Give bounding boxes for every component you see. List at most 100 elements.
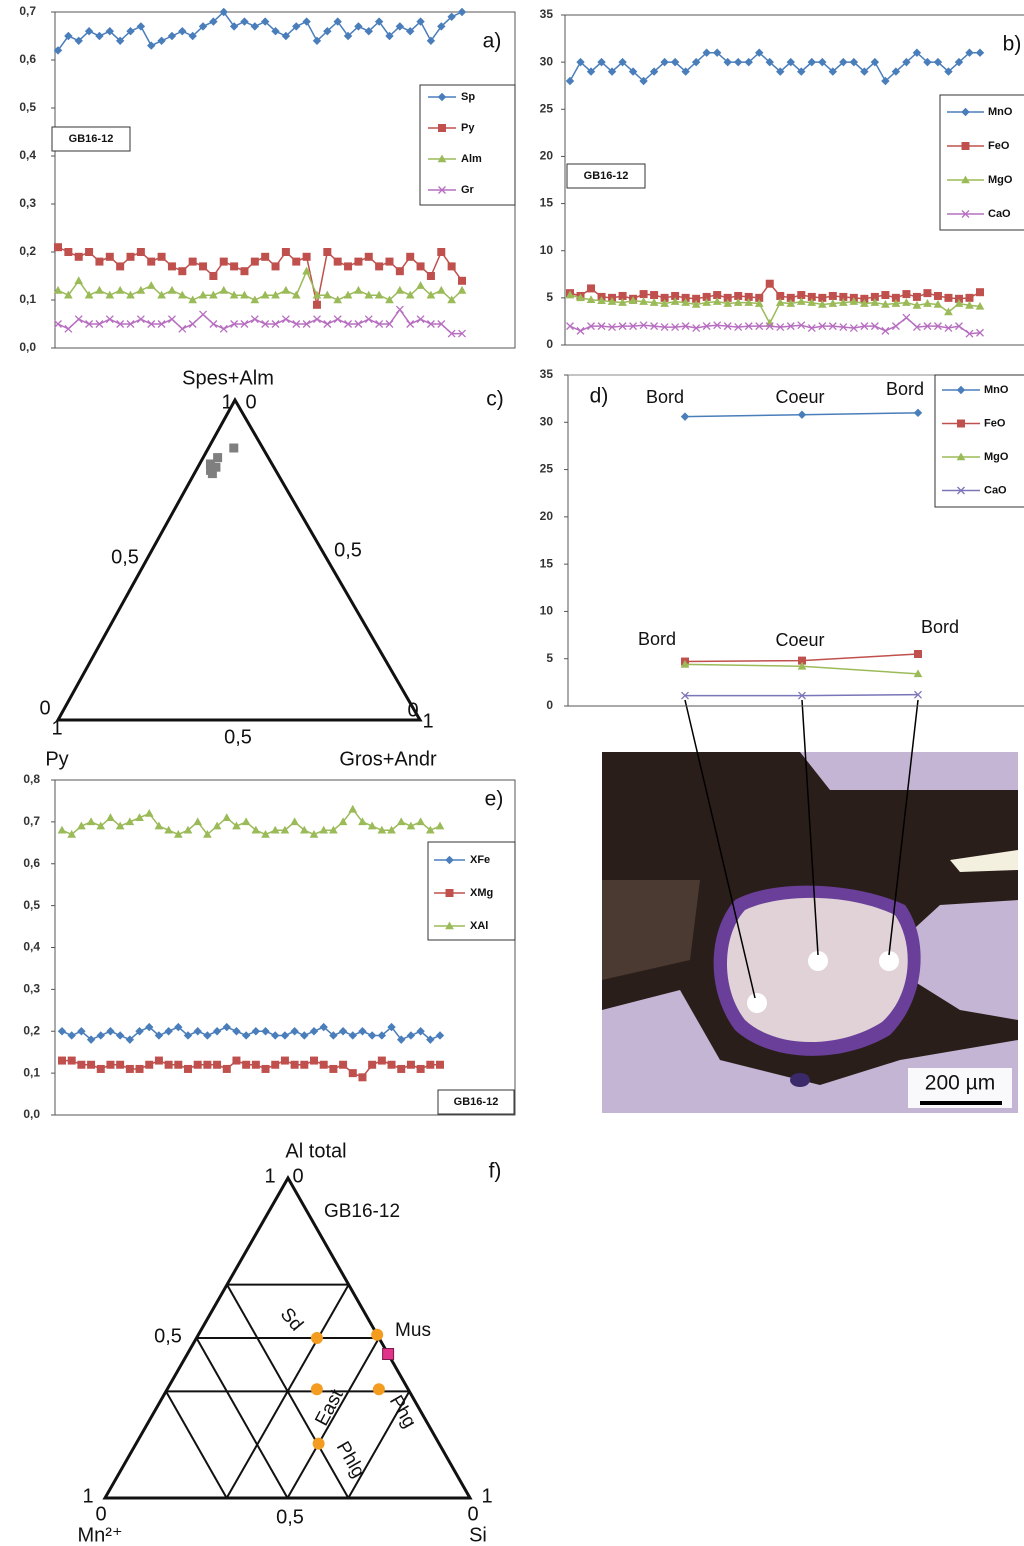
marker: [173, 829, 183, 838]
marker: [395, 22, 405, 31]
marker: [385, 295, 394, 304]
marker: [712, 48, 722, 57]
ternary-grid-line: [347, 1390, 411, 1499]
marker: [961, 107, 970, 117]
marker: [385, 31, 394, 41]
marker: [126, 320, 135, 328]
marker: [290, 1027, 299, 1036]
legend-label: MnO: [984, 384, 1009, 396]
marker: [828, 67, 838, 76]
marker: [755, 322, 764, 331]
marker: [222, 1022, 231, 1032]
marker: [219, 285, 229, 294]
y-tick-label: 5: [546, 290, 553, 304]
marker: [849, 324, 858, 332]
marker: [222, 813, 232, 821]
marker: [902, 57, 911, 67]
marker: [933, 299, 943, 308]
marker: [670, 297, 680, 305]
marker: [323, 320, 332, 328]
marker: [95, 285, 104, 294]
marker: [203, 1031, 212, 1040]
marker: [164, 825, 173, 834]
marker: [271, 1060, 280, 1069]
marker: [437, 320, 446, 328]
marker: [639, 290, 648, 299]
marker: [944, 307, 953, 316]
marker: [670, 57, 680, 67]
marker: [437, 248, 446, 256]
sample-label: GB16-12: [454, 1096, 499, 1108]
marker: [576, 57, 585, 67]
series-line: [61, 1025, 441, 1041]
point-label: Bord: [886, 379, 924, 399]
marker: [691, 57, 701, 67]
marker: [344, 262, 353, 271]
marker: [395, 285, 405, 294]
marker: [954, 298, 964, 307]
sample-label: GB16-12: [69, 133, 114, 145]
marker: [374, 17, 384, 26]
marker: [860, 67, 869, 76]
ternary-tick-label: 1: [422, 710, 433, 732]
sample-box: [437, 1089, 515, 1115]
marker: [157, 290, 166, 299]
marker: [115, 36, 125, 46]
marker: [95, 257, 104, 266]
ternary-grid-line: [225, 1284, 350, 1499]
marker: [105, 26, 115, 36]
marker: [270, 825, 280, 834]
marker: [458, 329, 466, 338]
marker: [912, 300, 922, 309]
y-tick-label: 30: [540, 414, 554, 428]
marker: [57, 1027, 67, 1036]
series-line: [57, 10, 463, 51]
marker: [115, 821, 125, 830]
marker: [219, 257, 228, 266]
marker: [765, 322, 774, 331]
y-tick-label: 5: [546, 651, 553, 665]
y-tick-label: 0,7: [23, 814, 40, 828]
marker: [333, 295, 343, 304]
marker: [944, 324, 953, 332]
marker: [445, 855, 454, 865]
series-line: [57, 308, 462, 335]
point-label: Bord: [638, 629, 676, 649]
marker: [105, 252, 114, 261]
marker: [961, 175, 970, 184]
marker: [96, 1064, 105, 1073]
marker: [302, 17, 311, 26]
marker: [807, 324, 816, 332]
legend-label: CaO: [984, 484, 1007, 496]
marker: [395, 267, 404, 276]
marker: [597, 296, 606, 304]
marker: [198, 22, 208, 31]
marker: [106, 813, 115, 821]
marker: [587, 322, 595, 331]
marker: [125, 817, 135, 826]
y-tick-label: 20: [540, 149, 554, 163]
ternary-tick-label: 0: [292, 1165, 303, 1187]
marker: [77, 1027, 86, 1036]
marker: [312, 1437, 325, 1450]
y-tick-label: 0: [546, 698, 553, 712]
marker: [240, 320, 249, 328]
marker: [839, 323, 848, 332]
marker: [164, 1060, 173, 1069]
marker: [382, 1348, 395, 1360]
marker: [426, 272, 435, 280]
marker: [597, 57, 606, 67]
y-tick-label: 0,8: [23, 772, 40, 786]
ternary-tick-label: 1: [481, 1485, 492, 1507]
marker: [944, 293, 953, 302]
sample-label: GB16-12: [584, 170, 629, 182]
marker: [74, 36, 83, 46]
marker: [796, 297, 806, 305]
marker: [618, 57, 627, 67]
series-line: [57, 269, 463, 302]
marker: [797, 321, 806, 330]
marker: [660, 57, 669, 67]
marker: [323, 248, 332, 256]
marker: [126, 290, 135, 299]
